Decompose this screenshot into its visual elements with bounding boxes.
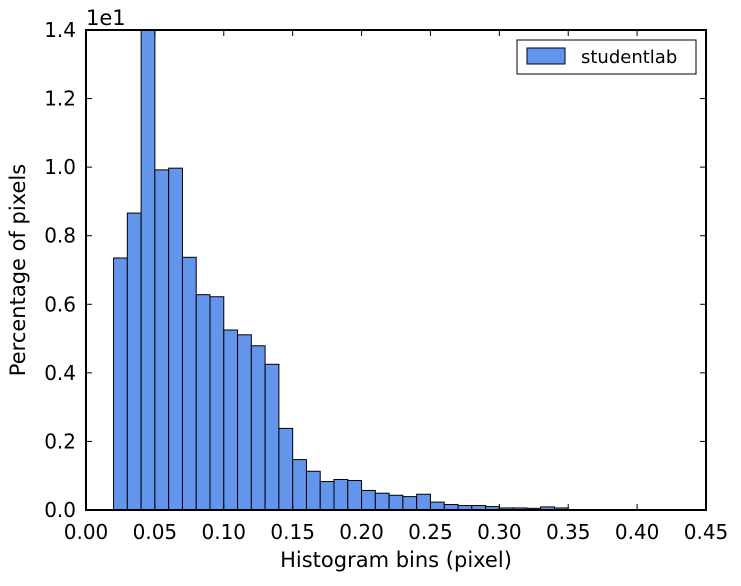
histogram-bar bbox=[292, 459, 307, 511]
y-tick-label: 0.6 bbox=[44, 292, 76, 316]
histogram-bar bbox=[361, 489, 376, 511]
histogram-bar bbox=[223, 329, 239, 511]
histogram-bar bbox=[278, 427, 294, 511]
y-axis-offset-label: 1e1 bbox=[86, 6, 126, 30]
histogram-bar bbox=[388, 494, 404, 511]
y-tick-label: 1.0 bbox=[44, 155, 76, 179]
histogram-bar bbox=[126, 212, 142, 511]
histogram-bar bbox=[209, 296, 225, 511]
ticks-layer: 0.00 0.05 0.10 0.15 0.20 0.25 0.30 0.35 0.40 0.45… bbox=[44, 18, 728, 544]
x-tick-label: 0.10 bbox=[202, 520, 247, 544]
histogram-bar bbox=[237, 334, 252, 511]
histogram-bar bbox=[305, 470, 321, 511]
y-tick-label: 1.2 bbox=[44, 87, 76, 111]
x-tick-label: 0.05 bbox=[133, 520, 178, 544]
x-tick-label: 0.30 bbox=[477, 520, 522, 544]
histogram-bar bbox=[250, 345, 266, 511]
histogram-bar bbox=[319, 481, 335, 511]
histogram-bar bbox=[140, 29, 156, 511]
plot-frame bbox=[85, 29, 707, 511]
histogram-bar bbox=[416, 493, 431, 511]
legend-label: studentlab bbox=[581, 47, 677, 68]
x-tick-label: 0.15 bbox=[270, 520, 315, 544]
legend: studentlab bbox=[516, 39, 697, 75]
bars-layer bbox=[113, 29, 569, 511]
x-tick-label: 0.40 bbox=[615, 520, 660, 544]
x-tick-label: 0.25 bbox=[408, 520, 453, 544]
x-tick-label: 0.45 bbox=[684, 520, 729, 544]
y-tick-label: 0.8 bbox=[44, 224, 76, 248]
legend-swatch bbox=[526, 47, 566, 65]
histogram-bar bbox=[374, 492, 390, 511]
histogram-bar bbox=[429, 501, 445, 511]
x-axis-label: Histogram bins (pixel) bbox=[280, 548, 512, 572]
histogram-bar bbox=[347, 480, 363, 511]
histogram-bar bbox=[402, 496, 418, 511]
y-axis-label: Percentage of pixels bbox=[6, 164, 30, 376]
histogram-bar bbox=[154, 169, 170, 511]
histogram-bar bbox=[195, 294, 211, 511]
y-tick-label: 1.4 bbox=[44, 18, 76, 42]
x-tick-label: 0.00 bbox=[64, 520, 109, 544]
histogram-bar bbox=[333, 478, 349, 511]
y-tick-label: 0.4 bbox=[44, 361, 76, 385]
histogram-bar bbox=[181, 256, 197, 511]
histogram-bar bbox=[264, 363, 280, 511]
y-tick-label: 0.0 bbox=[44, 498, 76, 522]
x-tick-label: 0.35 bbox=[546, 520, 591, 544]
histogram-bar bbox=[168, 167, 183, 511]
histogram-bar bbox=[113, 257, 128, 511]
y-tick-label: 0.2 bbox=[44, 429, 76, 453]
x-tick-label: 0.20 bbox=[339, 520, 384, 544]
